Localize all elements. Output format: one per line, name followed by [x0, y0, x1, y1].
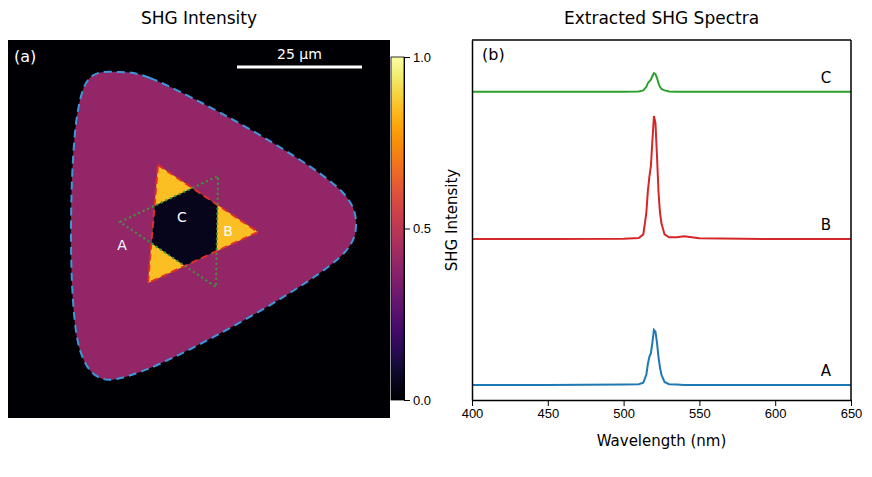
spectrum-line: [472, 116, 851, 239]
tick: 400: [462, 400, 484, 421]
y-axis-line: [472, 41, 474, 401]
region-label: C: [177, 209, 187, 225]
region: [120, 176, 218, 287]
x-axis: 400 450 500 550 600 650: [462, 400, 863, 421]
tick-label: 0.5: [413, 221, 431, 236]
y-axis-title: SHG Intensity: [443, 169, 461, 272]
tick-mark: [775, 400, 776, 406]
x-axis-line: [473, 400, 852, 402]
panel-label: (a): [14, 47, 36, 66]
colorbar: [391, 57, 404, 400]
region: [71, 72, 356, 380]
tick: 450: [537, 400, 559, 421]
tick-mark: [404, 57, 410, 58]
region-label: B: [223, 223, 233, 239]
spectrum-line: [472, 330, 851, 385]
tick-label: 450: [537, 406, 559, 421]
tick: 600: [765, 400, 787, 421]
panel-title: SHG Intensity: [141, 8, 257, 28]
tick: 0.5: [404, 221, 431, 236]
tick-label: 0.0: [413, 393, 431, 408]
tick-label: 650: [841, 406, 863, 421]
tick-mark: [472, 400, 473, 406]
panel-title: Extracted SHG Spectra: [564, 8, 759, 28]
series-label: C: [821, 69, 831, 87]
tick-mark: [624, 400, 625, 406]
tick-label: 400: [462, 406, 484, 421]
tick: 0.0: [404, 393, 431, 408]
tick-mark: [851, 400, 852, 406]
scale-bar-label: 25 µm: [277, 46, 322, 62]
triangle-outline: [120, 176, 218, 287]
tick-mark: [404, 229, 410, 230]
panel-label: (b): [482, 45, 505, 64]
series-label: A: [821, 362, 832, 380]
tick: 500: [613, 400, 635, 421]
tick: 550: [689, 400, 711, 421]
tick-mark: [699, 400, 700, 406]
y-axis: [472, 41, 473, 401]
plot-area: [472, 73, 851, 385]
tick-label: 500: [613, 406, 635, 421]
image-background: [8, 40, 390, 418]
frame: [850, 40, 852, 400]
tick-label: 1.0: [413, 50, 431, 65]
colorbar-axis: 0.0 0.5 1.0: [404, 50, 431, 408]
spectrum-line: [472, 73, 851, 92]
region-label: A: [117, 237, 127, 253]
tick-label: 550: [689, 406, 711, 421]
tick-label: 600: [765, 406, 787, 421]
frame: [472, 39, 851, 41]
figure: SHG Intensity A B C 25 µm (a) 0.0 0.5 1.0 Extract…: [0, 0, 872, 477]
scale-bar: [237, 66, 362, 69]
tick-mark: [548, 400, 549, 406]
x-axis-title: Wavelength (nm): [597, 432, 727, 450]
tick-mark: [404, 400, 410, 401]
series-label: B: [821, 216, 831, 234]
tick: 650: [841, 400, 863, 421]
tick: 1.0: [404, 50, 431, 65]
flake-outline: [71, 72, 356, 380]
